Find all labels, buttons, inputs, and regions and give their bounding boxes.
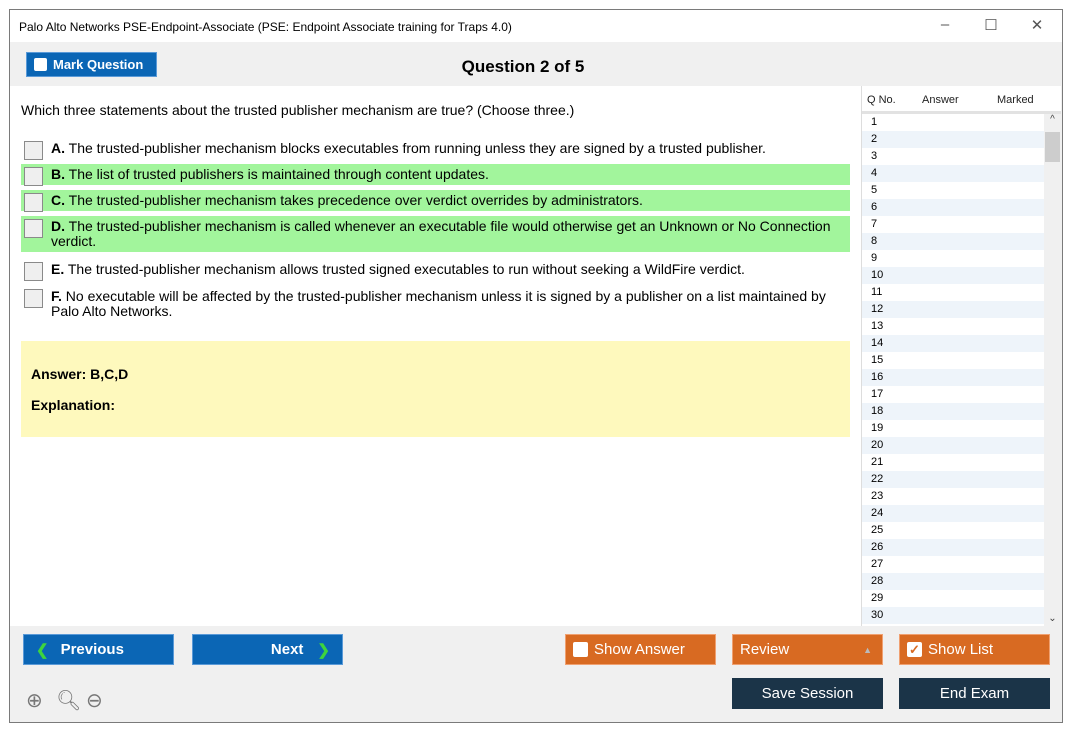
list-item[interactable]: 29: [871, 592, 884, 604]
list-item[interactable]: 18: [862, 403, 1045, 420]
answer-option[interactable]: A. The trusted-publisher mechanism block…: [21, 138, 850, 160]
chevron-right-icon: ❯: [317, 641, 330, 659]
list-item[interactable]: 13: [871, 320, 884, 332]
next-label: Next: [270, 641, 304, 658]
option-checkbox[interactable]: [24, 141, 43, 160]
list-item[interactable]: 20: [862, 437, 1045, 454]
list-item[interactable]: 27: [871, 558, 884, 570]
zoom-reset-icon[interactable]: 🔍︎: [56, 690, 82, 712]
header-qno: Q No.: [867, 94, 896, 106]
mark-question-label: Mark Question: [53, 57, 144, 72]
answer-option[interactable]: F. No executable will be affected by the…: [21, 286, 850, 322]
explanation-label: Explanation:: [31, 397, 116, 413]
caret-up-icon: ▲: [863, 644, 872, 655]
question-list: Q No. Answer Marked 1 2 3 4 5 6 7 8 9 10 11 12 13 14 1…: [861, 86, 1061, 626]
list-item[interactable]: 3: [871, 150, 878, 162]
list-item[interactable]: 22: [862, 471, 1045, 488]
answer-option[interactable]: B. The list of trusted publishers is mai…: [21, 164, 850, 186]
list-item[interactable]: 21: [871, 456, 884, 468]
answer-box: Answer: B,C,D Explanation:: [21, 341, 850, 437]
previous-button[interactable]: ❮ Previous: [23, 634, 174, 665]
option-text: The trusted-publisher mechanism takes pr…: [68, 192, 643, 208]
option-text: The list of trusted publishers is mainta…: [68, 166, 489, 182]
answer-label: Answer: B,C,D: [31, 366, 129, 382]
list-scrollbar[interactable]: ^ ⌄: [1044, 114, 1061, 626]
checkbox-icon: [573, 642, 588, 657]
review-dropdown[interactable]: Review ▲: [732, 634, 883, 665]
close-button[interactable]: ✕: [1030, 17, 1044, 34]
minimize-button[interactable]: –: [940, 16, 950, 33]
answer-option[interactable]: E. The trusted-publisher mechanism allow…: [21, 259, 850, 281]
show-list-label: Show List: [928, 641, 994, 658]
option-letter: F.: [51, 288, 62, 304]
option-checkbox[interactable]: [24, 219, 43, 238]
option-letter: C.: [51, 192, 65, 208]
list-item[interactable]: 2: [862, 131, 1045, 148]
list-item[interactable]: 5: [871, 184, 878, 196]
option-checkbox[interactable]: [24, 167, 43, 186]
chevron-left-icon: ❮: [36, 641, 49, 659]
end-exam-button[interactable]: End Exam: [899, 678, 1050, 709]
scroll-up-icon[interactable]: ^: [1050, 114, 1055, 125]
list-item[interactable]: 23: [871, 490, 884, 502]
answer-option[interactable]: D. The trusted-publisher mechanism is ca…: [21, 216, 850, 252]
checkbox-checked-icon: ✓: [907, 642, 922, 657]
option-text: The trusted-publisher mechanism is calle…: [51, 218, 831, 249]
next-button[interactable]: Next ❯: [192, 634, 343, 665]
list-item[interactable]: 14: [862, 335, 1045, 352]
list-item[interactable]: 26: [862, 539, 1045, 556]
option-checkbox[interactable]: [24, 262, 43, 281]
option-text: The trusted-publisher mechanism blocks e…: [68, 140, 766, 156]
question-counter: Question 2 of 5: [461, 57, 585, 76]
app-window: Palo Alto Networks PSE-Endpoint-Associat…: [9, 9, 1063, 723]
checkbox-icon: [34, 58, 47, 71]
zoom-out-icon[interactable]: ⊖: [86, 690, 103, 712]
list-item[interactable]: 7: [871, 218, 878, 230]
list-item[interactable]: 1: [871, 116, 878, 128]
list-item[interactable]: 8: [862, 233, 1045, 250]
option-text: No executable will be affected by the tr…: [51, 288, 826, 319]
list-item[interactable]: 6: [862, 199, 1045, 216]
list-item[interactable]: 12: [862, 301, 1045, 318]
answer-option[interactable]: C. The trusted-publisher mechanism takes…: [21, 190, 850, 212]
mark-question-button[interactable]: Mark Question: [26, 52, 157, 77]
option-letter: B.: [51, 166, 65, 182]
list-item[interactable]: 11: [871, 286, 883, 298]
list-item[interactable]: 10: [862, 267, 1045, 284]
option-letter: A.: [51, 140, 65, 156]
scroll-down-icon[interactable]: ⌄: [1048, 613, 1057, 624]
question-list-header: Q No. Answer Marked: [862, 86, 1061, 114]
review-label: Review: [740, 641, 790, 658]
scrollbar-thumb[interactable]: [1045, 132, 1060, 162]
list-item[interactable]: 19: [871, 422, 884, 434]
header-marked: Marked: [997, 94, 1034, 106]
list-item[interactable]: 25: [871, 524, 884, 536]
question-text: Which three statements about the trusted…: [21, 102, 575, 118]
save-session-button[interactable]: Save Session: [732, 678, 883, 709]
list-item[interactable]: 4: [862, 165, 1045, 182]
title-bar: Palo Alto Networks PSE-Endpoint-Associat…: [10, 10, 1062, 42]
question-panel: Which three statements about the trusted…: [10, 86, 861, 626]
option-checkbox[interactable]: [24, 193, 43, 212]
maximize-button[interactable]: ☐: [984, 17, 998, 34]
list-item[interactable]: 30: [862, 607, 1045, 624]
list-item[interactable]: 24: [862, 505, 1045, 522]
zoom-in-icon[interactable]: ⊕: [26, 690, 43, 712]
header-answer: Answer: [922, 94, 959, 106]
list-item[interactable]: 9: [871, 252, 878, 264]
header: Mark Question Question 2 of 5: [10, 42, 1062, 86]
list-item[interactable]: 17: [871, 388, 884, 400]
list-item[interactable]: 28: [862, 573, 1045, 590]
previous-label: Previous: [60, 641, 124, 658]
show-answer-button[interactable]: Show Answer: [565, 634, 716, 665]
window-title: Palo Alto Networks PSE-Endpoint-Associat…: [19, 20, 512, 34]
show-list-button[interactable]: ✓ Show List: [899, 634, 1050, 665]
show-answer-label: Show Answer: [594, 641, 685, 658]
option-text: The trusted-publisher mechanism allows t…: [67, 261, 745, 277]
option-letter: E.: [51, 261, 65, 277]
list-item[interactable]: 15: [871, 354, 884, 366]
option-letter: D.: [51, 218, 65, 234]
list-item[interactable]: 16: [862, 369, 1045, 386]
option-checkbox[interactable]: [24, 289, 43, 308]
